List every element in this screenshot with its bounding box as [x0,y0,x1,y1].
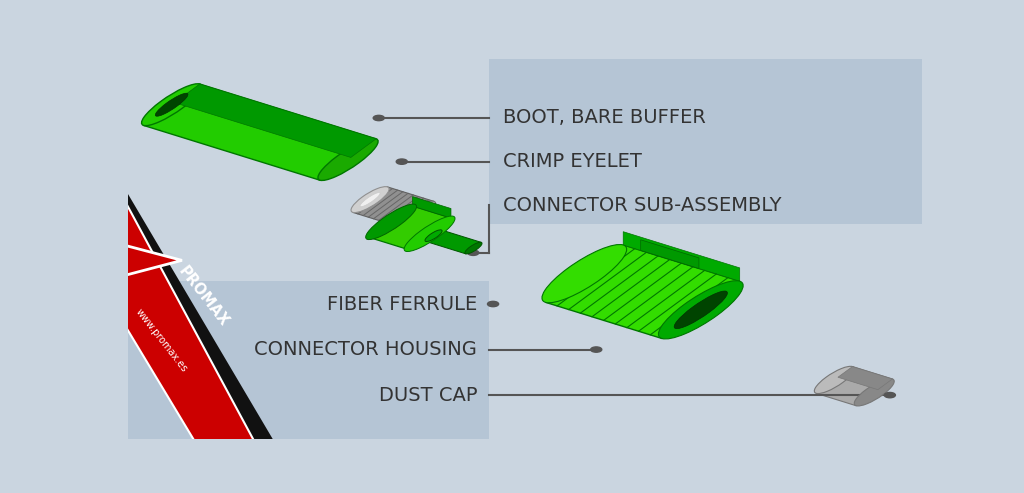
Circle shape [396,159,408,164]
Ellipse shape [360,193,380,207]
Polygon shape [120,192,255,443]
Polygon shape [126,246,182,275]
Ellipse shape [425,230,442,242]
Ellipse shape [397,201,435,227]
Circle shape [373,115,384,121]
Ellipse shape [366,204,417,240]
Polygon shape [624,232,739,281]
Text: www.promax.es: www.promax.es [133,307,189,374]
Ellipse shape [317,139,378,180]
Ellipse shape [465,242,482,254]
Ellipse shape [404,216,455,251]
Circle shape [591,347,602,352]
Polygon shape [816,367,892,406]
Text: CRIMP EYELET: CRIMP EYELET [504,152,642,171]
Polygon shape [120,180,274,443]
FancyBboxPatch shape [489,59,922,224]
Circle shape [468,250,479,255]
Polygon shape [546,245,739,339]
Ellipse shape [658,281,743,339]
Polygon shape [352,187,434,227]
Circle shape [487,301,499,307]
Polygon shape [641,240,699,269]
Text: PROMAX: PROMAX [175,264,231,329]
Ellipse shape [156,93,188,116]
Polygon shape [413,197,451,218]
Text: DUST CAP: DUST CAP [379,386,477,405]
Ellipse shape [141,84,202,126]
Ellipse shape [542,245,627,303]
Circle shape [885,392,895,398]
Ellipse shape [814,366,854,393]
Polygon shape [143,84,376,180]
Polygon shape [370,206,451,249]
Polygon shape [426,230,481,254]
Polygon shape [174,84,376,157]
Text: CONNECTOR SUB-ASSEMBLY: CONNECTOR SUB-ASSEMBLY [504,196,782,215]
Text: BOOT, BARE BUFFER: BOOT, BARE BUFFER [504,108,707,128]
Text: FIBER FERRULE: FIBER FERRULE [327,294,477,314]
Polygon shape [838,367,892,389]
Ellipse shape [674,291,727,329]
Ellipse shape [351,187,389,212]
FancyBboxPatch shape [128,281,489,439]
Ellipse shape [854,379,894,406]
Text: CONNECTOR HOUSING: CONNECTOR HOUSING [254,340,477,359]
